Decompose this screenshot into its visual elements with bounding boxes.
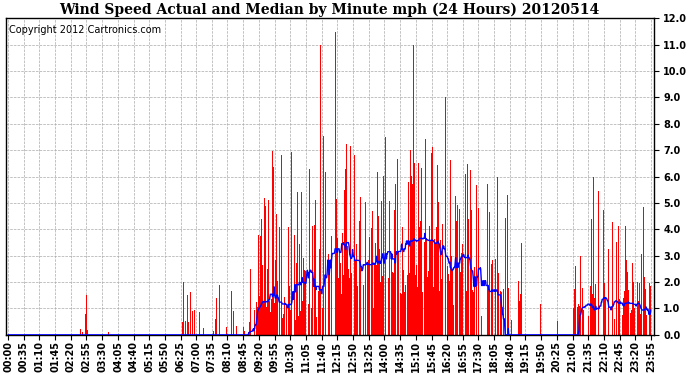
Text: Copyright 2012 Cartronics.com: Copyright 2012 Cartronics.com — [9, 25, 161, 34]
Title: Wind Speed Actual and Median by Minute mph (24 Hours) 20120514: Wind Speed Actual and Median by Minute m… — [59, 3, 600, 17]
